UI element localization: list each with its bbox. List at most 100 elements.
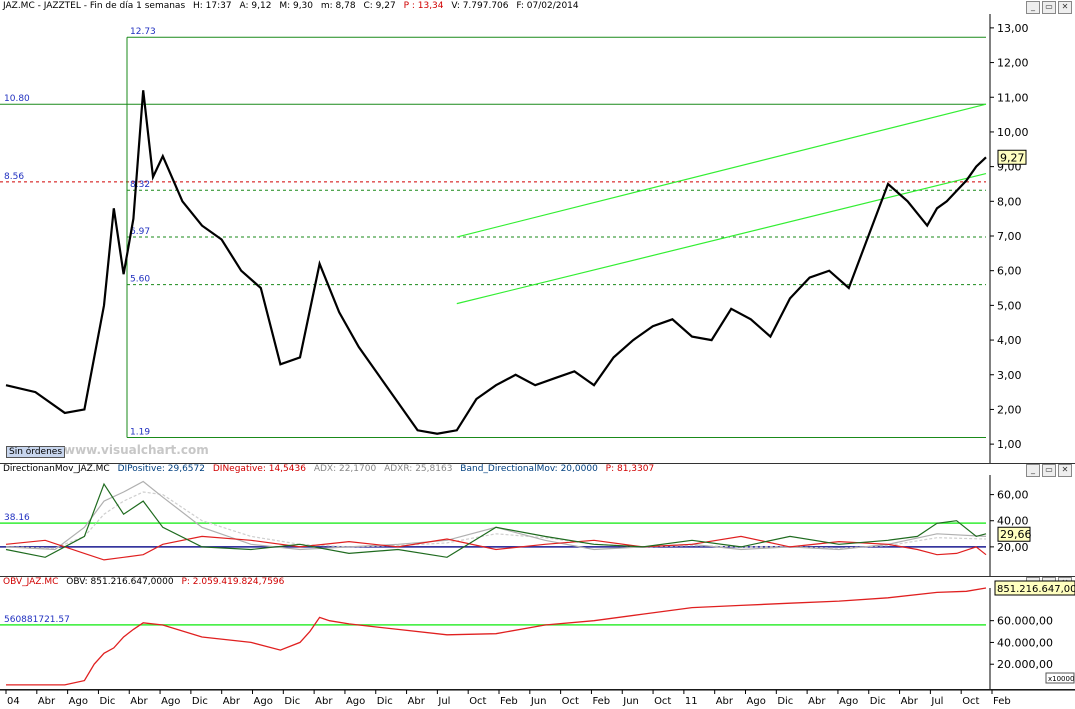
price-tick-label: 6,00 xyxy=(997,265,1022,278)
trend-line xyxy=(456,103,987,238)
scale-note-box xyxy=(1045,672,1075,684)
adx-series xyxy=(5,480,987,551)
close-label: C: 9,27 xyxy=(363,1,396,11)
price-pane[interactable]: JAZ.MC - JAZZTEL - Fin de día 1 semanas … xyxy=(0,0,1075,464)
price-tick-label: 4,00 xyxy=(997,334,1022,347)
x-tick-label: Dic xyxy=(377,696,393,707)
obv-name-label: OBV_JAZ.MC xyxy=(3,577,59,587)
price-tick-label: 8,00 xyxy=(997,195,1022,208)
x-tick-label: Oct xyxy=(469,696,486,707)
trend-line xyxy=(456,172,987,305)
x-tick-label: 11 xyxy=(685,696,698,707)
price-tick-label: 13,00 xyxy=(997,22,1029,35)
level-label: 8.56 xyxy=(4,172,24,182)
x-tick-label: Abr xyxy=(315,696,333,707)
obv-tick-label: 40.000,00 xyxy=(997,636,1053,649)
level-label: 12.73 xyxy=(130,27,156,37)
price-tick-label: 10,00 xyxy=(997,126,1029,139)
adxr-series xyxy=(5,491,987,549)
obv-tick-label: 20.000,00 xyxy=(997,658,1053,671)
close-icon[interactable]: ✕ xyxy=(1058,464,1072,477)
price-tick-label: 5,00 xyxy=(997,299,1022,312)
restore-icon[interactable]: ▭ xyxy=(1042,464,1056,477)
dmi-p-label: P: 81,3307 xyxy=(605,464,655,474)
dmi-header: DirectionanMov_JAZ.MC DIPositive: 29,657… xyxy=(3,464,659,474)
dmi-pane[interactable]: DirectionanMov_JAZ.MC DIPositive: 29,657… xyxy=(0,463,1075,577)
orders-badge[interactable]: Sin órdenes xyxy=(6,446,66,458)
dmi-chart: 20,00 40,00 60,00 38.16 29,66 xyxy=(0,475,1032,576)
price-header: JAZ.MC - JAZZTEL - Fin de día 1 semanas … xyxy=(3,1,584,11)
dip-label: DIPositive: 29,6572 xyxy=(117,464,205,474)
din-series xyxy=(5,535,987,561)
close-icon[interactable]: ✕ xyxy=(1058,1,1072,14)
watermark: www.visualchart.com xyxy=(64,443,209,457)
minimize-icon[interactable]: _ xyxy=(1026,1,1040,14)
obv-pane[interactable]: OBV_JAZ.MC OBV: 851.216.647,0000 P: 2.05… xyxy=(0,576,1075,690)
x-tick-label: Abr xyxy=(808,696,826,707)
level-label: 10.80 xyxy=(4,94,30,104)
x-tick-label: Jun xyxy=(530,696,547,707)
x-tick-label: Abr xyxy=(38,696,56,707)
x-tick-label: Oct xyxy=(654,696,671,707)
dip-series xyxy=(5,482,987,558)
adxr-label: ADXR: 25,8163 xyxy=(384,464,453,474)
obv-last-box xyxy=(994,580,1075,596)
x-tick-label: Ago xyxy=(254,696,273,707)
last-price-box xyxy=(997,149,1027,165)
x-tick-label: Abr xyxy=(130,696,148,707)
x-tick-label: Oct xyxy=(962,696,979,707)
dmi-tick-label: 40,00 xyxy=(997,515,1029,528)
obv-tick-label: 60.000,00 xyxy=(997,615,1053,628)
date-label: F: 07/02/2014 xyxy=(516,1,579,11)
x-tick-label: Jul xyxy=(930,696,943,707)
x-tick-label: Jul xyxy=(437,696,450,707)
max-label: M: 9,30 xyxy=(279,1,314,11)
x-tick-label: Feb xyxy=(592,696,610,707)
min-label: m: 8,78 xyxy=(320,1,356,11)
x-tick-label: Ago xyxy=(161,696,180,707)
dmi-last-label: 29,66 xyxy=(1000,528,1032,541)
dmi-window-buttons: _ ▭ ✕ xyxy=(1026,464,1072,477)
symbol-label: JAZ.MC - JAZZTEL - Fin de día 1 semanas xyxy=(3,1,186,11)
minimize-icon[interactable]: _ xyxy=(1026,464,1040,477)
x-tick-label: Ago xyxy=(747,696,766,707)
dmi-last-box xyxy=(997,526,1031,542)
level-label: 6.97 xyxy=(130,227,150,237)
obv-last-label: 851.216.647,00 xyxy=(997,584,1075,595)
volume-label: V: 7.797.706 xyxy=(451,1,509,11)
price-tick-label: 3,00 xyxy=(997,369,1022,382)
x-tick-label: Ago xyxy=(69,696,88,707)
level-label: 5.60 xyxy=(130,275,150,285)
restore-icon[interactable]: ▭ xyxy=(1042,1,1056,14)
price-chart: 1,002,003,004,005,006,007,008,009,0010,0… xyxy=(0,14,1029,463)
level-label: 1.19 xyxy=(130,428,150,438)
x-tick-label: Oct xyxy=(562,696,579,707)
x-tick-label: 04 xyxy=(7,696,20,707)
price-tick-label: 1,00 xyxy=(997,438,1022,451)
x-tick-label: Abr xyxy=(716,696,734,707)
x-tick-label: Abr xyxy=(408,696,426,707)
band-label: Band_DirectionalMov: 20,0000 xyxy=(460,464,598,474)
price-tick-label: 2,00 xyxy=(997,403,1022,416)
obv-header: OBV_JAZ.MC OBV: 851.216.647,0000 P: 2.05… xyxy=(3,577,289,587)
x-axis: 04 Abr Ago Dic Abr Ago Dic Abr Ago Dic Abr Ago Dic Ab… xyxy=(0,689,1075,707)
price-series xyxy=(5,90,987,435)
percent-label: P : 13,34 xyxy=(403,1,444,11)
x-tick-label: Dic xyxy=(284,696,300,707)
price-tick-label: 7,00 xyxy=(997,230,1022,243)
obv-value-label: OBV: 851.216.647,0000 xyxy=(66,577,174,587)
x-tick-label: Feb xyxy=(993,696,1011,707)
x-tick-label: Dic xyxy=(99,696,115,707)
x-tick-label: Ago xyxy=(346,696,365,707)
x-tick-label: Jun xyxy=(622,696,639,707)
x-tick-label: Abr xyxy=(223,696,241,707)
adx-label: ADX: 22,1700 xyxy=(313,464,377,474)
dmi-name-label: DirectionanMov_JAZ.MC xyxy=(3,464,110,474)
x-tick-label: Dic xyxy=(192,696,208,707)
last-price-label: 9,27 xyxy=(1000,151,1025,164)
scale-note-label: x10000 xyxy=(1048,675,1074,683)
open-label: A: 9,12 xyxy=(239,1,272,11)
obv-series xyxy=(6,587,987,686)
level-label: 8.32 xyxy=(130,180,150,190)
x-tick-label: Abr xyxy=(901,696,919,707)
